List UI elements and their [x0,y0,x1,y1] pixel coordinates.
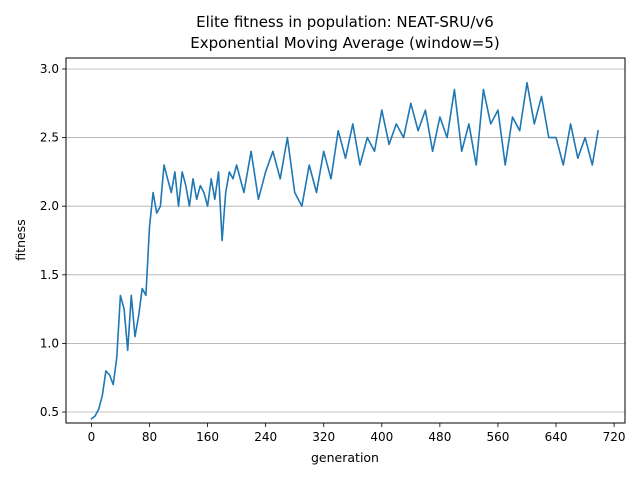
y-tick-label: 1.5 [40,268,59,282]
series-group [90,81,599,420]
y-tick-label: 0.5 [40,405,59,419]
chart-subtitle: Exponential Moving Average (window=5) [190,34,500,52]
y-tick-label: 1.0 [40,336,59,350]
x-tick-label: 560 [487,430,510,444]
x-axis: 0 80 160 240 320 400 480 560 640 720 [88,423,626,444]
y-axis-label: fitness [13,219,28,260]
y-gridlines [66,68,625,413]
x-tick-label: 80 [142,430,157,444]
x-tick-label: 720 [603,430,626,444]
y-axis: 0.5 1.0 1.5 2.0 2.5 3.0 [40,62,66,419]
x-tick-label: 400 [370,430,393,444]
x-tick-label: 640 [545,430,568,444]
chart-title: Elite fitness in population: NEAT-SRU/v6 [196,13,494,31]
series-line [90,81,599,420]
plot-frame [65,57,626,424]
x-tick-label: 0 [88,430,96,444]
x-tick-label: 480 [428,430,451,444]
x-tick-label: 160 [196,430,219,444]
y-tick-label: 3.0 [40,62,59,76]
x-tick-label: 240 [254,430,277,444]
y-tick-label: 2.5 [40,131,59,145]
y-tick-label: 2.0 [40,199,59,213]
x-tick-label: 320 [312,430,335,444]
x-axis-label: generation [311,450,379,465]
